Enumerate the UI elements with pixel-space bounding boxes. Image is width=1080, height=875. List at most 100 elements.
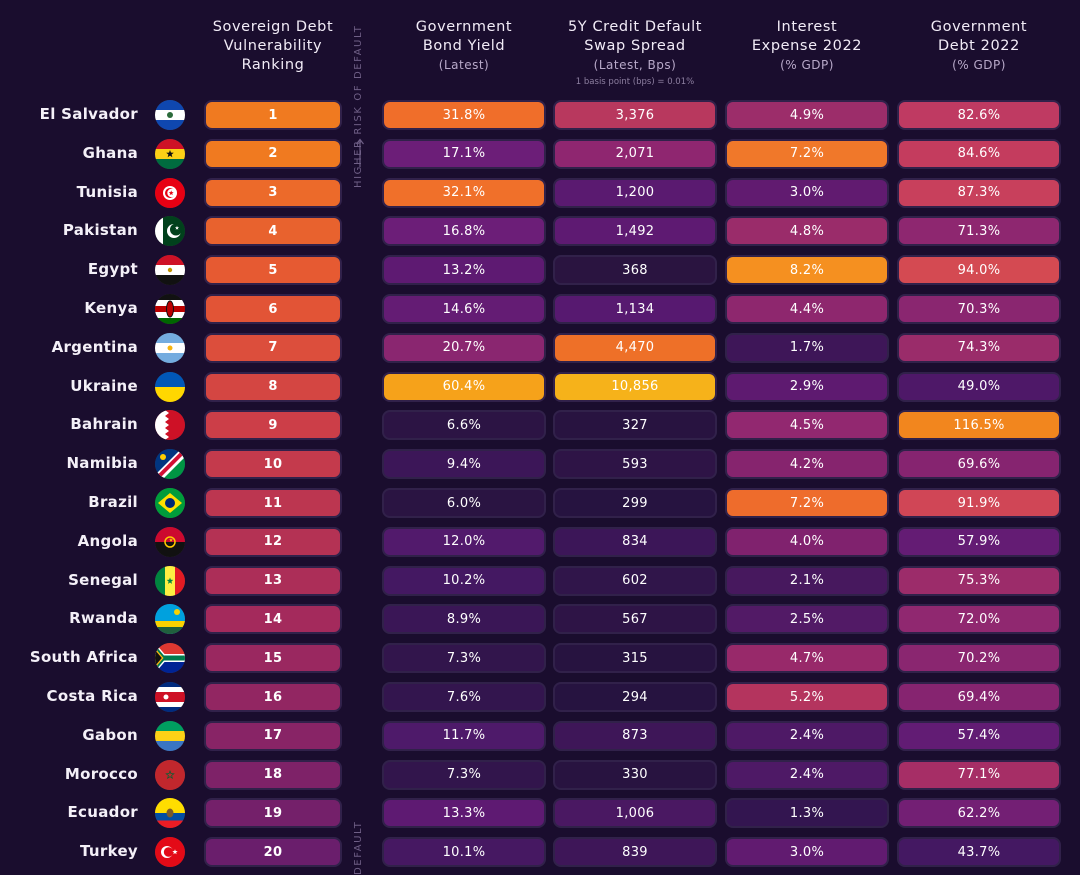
- government-debt-cell: 91.9%: [897, 488, 1061, 518]
- header-cds-note: 1 basis point (bps) = 0.01%: [575, 77, 695, 87]
- rank-cell: 10: [204, 449, 342, 480]
- cds-spread-cell: 602: [553, 565, 717, 596]
- flag-morocco-icon: [155, 759, 185, 790]
- bond-yield-cell: 6.6%: [382, 410, 546, 441]
- country-name: Kenya: [84, 299, 138, 317]
- header-debt-line1: Government: [930, 19, 1028, 35]
- table-row: Senegal 13 10.2% 602 2.1% 75.3%: [0, 563, 1080, 602]
- interest-expense-cell: 4.8%: [725, 216, 889, 247]
- header-cds-sub: (Latest, Bps): [593, 58, 677, 72]
- header-cds-line1: 5Y Credit Default: [567, 19, 703, 35]
- header-cds-line2: Swap Spread: [584, 38, 686, 54]
- rank-cell: 19: [204, 798, 342, 829]
- country-name: Bahrain: [70, 415, 138, 434]
- country-name: Morocco: [64, 764, 138, 783]
- bond-yield-cell: 7.3%: [382, 759, 546, 790]
- flag-angola-icon: [155, 526, 185, 557]
- interest-expense-cell: 8.2%: [725, 255, 889, 286]
- table-row: Tunisia 3 32.1% 1,200 3.0% 87.3%: [0, 175, 1080, 214]
- government-debt-cell: 94.0%: [897, 255, 1061, 286]
- interest-expense-cell: 4.9%: [725, 100, 889, 130]
- interest-expense-cell: 4.5%: [725, 410, 889, 441]
- header-bond-line1: Government: [415, 19, 513, 35]
- government-debt-cell: 69.6%: [897, 449, 1061, 480]
- country-name: Angola: [77, 531, 138, 550]
- header-government-debt: Government Debt 2022 (% GDP): [897, 18, 1061, 75]
- government-debt-cell: 57.9%: [897, 526, 1061, 557]
- cds-spread-cell: 299: [553, 488, 717, 518]
- header-cds-spread: 5Y Credit Default Swap Spread (Latest, B…: [553, 18, 717, 89]
- government-debt-cell: 77.1%: [897, 759, 1061, 790]
- bond-yield-cell: 13.3%: [382, 798, 546, 829]
- header-ranking: Sovereign Debt Vulnerability Ranking: [204, 18, 342, 75]
- interest-expense-cell: 1.7%: [725, 332, 889, 363]
- government-debt-cell: 49.0%: [897, 371, 1061, 402]
- government-debt-cell: 43.7%: [897, 837, 1061, 868]
- flag-el-salvador-icon: [155, 100, 185, 130]
- table-row: Gabon 17 11.7% 873 2.4% 57.4%: [0, 718, 1080, 757]
- bond-yield-cell: 7.6%: [382, 682, 546, 712]
- bond-yield-cell: 20.7%: [382, 332, 546, 363]
- table-row: Brazil 11 6.0% 299 7.2% 91.9%: [0, 485, 1080, 524]
- cds-spread-cell: 1,006: [553, 798, 717, 829]
- table-row: Turkey 20 10.1% 839 3.0% 43.7%: [0, 834, 1080, 873]
- government-debt-cell: 71.3%: [897, 216, 1061, 247]
- interest-expense-cell: 7.2%: [725, 138, 889, 169]
- cds-spread-cell: 873: [553, 720, 717, 751]
- cds-spread-cell: 294: [553, 682, 717, 712]
- cds-spread-cell: 315: [553, 643, 717, 674]
- flag-tunisia-icon: [155, 177, 185, 208]
- bond-yield-cell: 6.0%: [382, 488, 546, 518]
- interest-expense-cell: 7.2%: [725, 488, 889, 518]
- cds-spread-cell: 839: [553, 837, 717, 868]
- government-debt-cell: 62.2%: [897, 798, 1061, 829]
- interest-expense-cell: 5.2%: [725, 682, 889, 712]
- table-row: Egypt 5 13.2% 368 8.2% 94.0%: [0, 252, 1080, 291]
- bond-yield-cell: 10.1%: [382, 837, 546, 868]
- header-bond-line2: Bond Yield: [422, 38, 506, 54]
- table-row: Pakistan 4 16.8% 1,492 4.8% 71.3%: [0, 213, 1080, 252]
- interest-expense-cell: 4.0%: [725, 526, 889, 557]
- flag-namibia-icon: [155, 449, 185, 480]
- government-debt-cell: 84.6%: [897, 138, 1061, 169]
- flag-turkey-icon: [155, 837, 185, 868]
- bond-yield-cell: 12.0%: [382, 526, 546, 557]
- government-debt-cell: 70.2%: [897, 643, 1061, 674]
- table-row: Bahrain 9 6.6% 327 4.5% 116.5%: [0, 407, 1080, 446]
- cds-spread-cell: 3,376: [553, 100, 717, 130]
- government-debt-cell: 87.3%: [897, 177, 1061, 208]
- country-name: Costa Rica: [46, 687, 138, 705]
- header-bond-yield: Government Bond Yield (Latest): [382, 18, 546, 75]
- rank-cell: 4: [204, 216, 342, 247]
- header-debt-sub: (% GDP): [952, 58, 1006, 72]
- rank-cell: 11: [204, 488, 342, 518]
- flag-ghana-icon: [155, 138, 185, 169]
- rank-cell: 18: [204, 759, 342, 790]
- header-int-sub: (% GDP): [780, 58, 834, 72]
- cds-spread-cell: 2,071: [553, 138, 717, 169]
- table-row: South Africa 15 7.3% 315 4.7% 70.2%: [0, 640, 1080, 679]
- bond-yield-cell: 60.4%: [382, 371, 546, 402]
- interest-expense-cell: 2.5%: [725, 604, 889, 635]
- bond-yield-cell: 32.1%: [382, 177, 546, 208]
- flag-brazil-icon: [155, 488, 185, 518]
- interest-expense-cell: 4.4%: [725, 294, 889, 324]
- cds-spread-cell: 1,200: [553, 177, 717, 208]
- flag-argentina-icon: [155, 332, 185, 363]
- bond-yield-cell: 7.3%: [382, 643, 546, 674]
- government-debt-cell: 70.3%: [897, 294, 1061, 324]
- header-bond-sub: (Latest): [438, 58, 490, 72]
- rank-cell: 5: [204, 255, 342, 286]
- rank-cell: 16: [204, 682, 342, 712]
- bond-yield-cell: 13.2%: [382, 255, 546, 286]
- rank-cell: 15: [204, 643, 342, 674]
- country-name: Brazil: [88, 493, 138, 511]
- flag-costa-rica-icon: [155, 682, 185, 712]
- header-interest-expense: Interest Expense 2022 (% GDP): [725, 18, 889, 75]
- table-row: Rwanda 14 8.9% 567 2.5% 72.0%: [0, 601, 1080, 640]
- rank-cell: 17: [204, 720, 342, 751]
- rank-cell: 1: [204, 100, 342, 130]
- flag-rwanda-icon: [155, 604, 185, 635]
- government-debt-cell: 74.3%: [897, 332, 1061, 363]
- interest-expense-cell: 1.3%: [725, 798, 889, 829]
